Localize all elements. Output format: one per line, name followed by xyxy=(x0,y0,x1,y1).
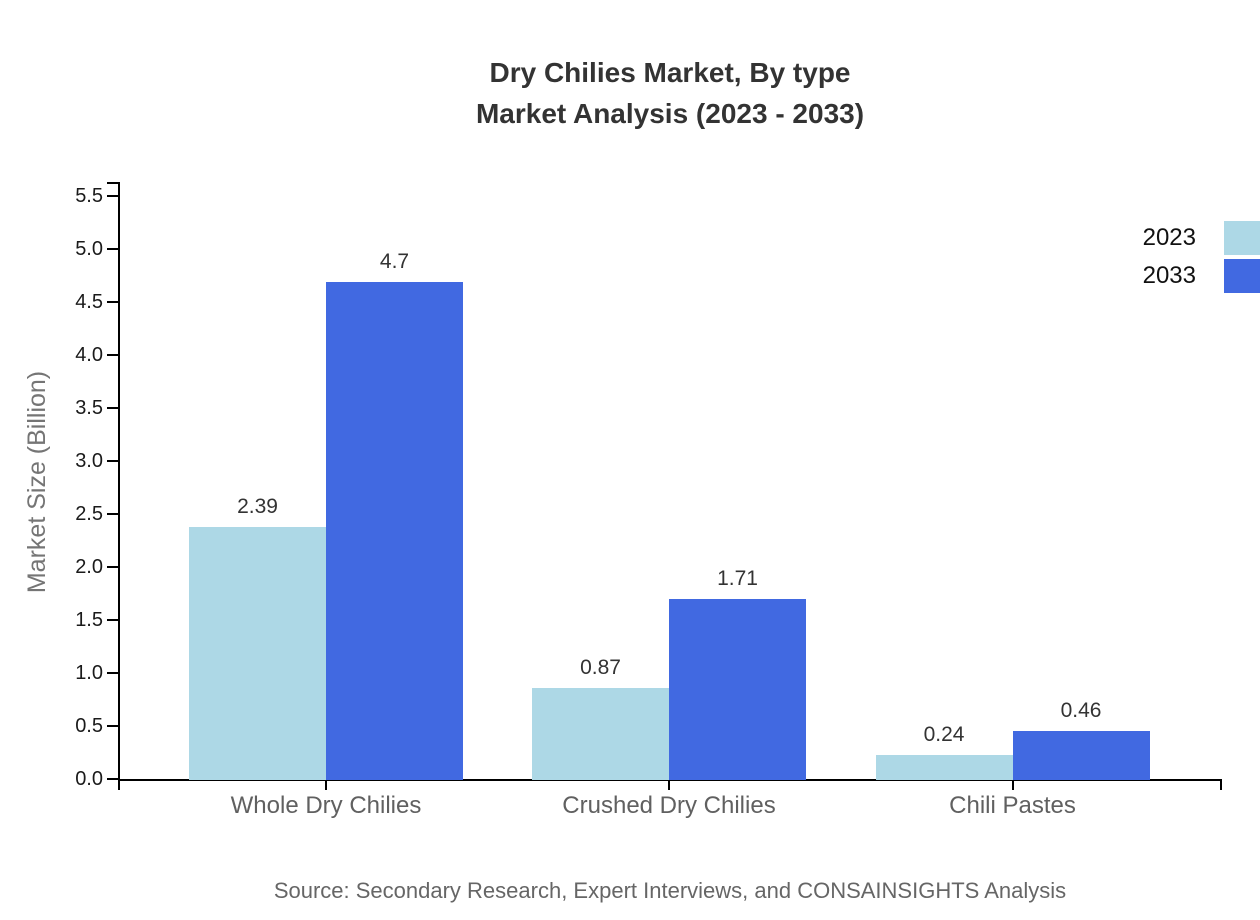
y-tick-mark xyxy=(107,513,118,515)
bar-2023-chili-pastes xyxy=(875,755,1013,780)
y-tick-label: 5.5 xyxy=(75,185,103,207)
x-axis-right-cap xyxy=(1220,779,1222,790)
y-tick-label: 5.0 xyxy=(75,238,103,260)
x-tick-mark xyxy=(668,779,670,790)
y-tick-label: 4.0 xyxy=(75,344,103,366)
y-axis-top-cap xyxy=(107,182,119,184)
y-tick-mark xyxy=(107,195,118,197)
y-axis-spine xyxy=(118,182,120,781)
bar-2023-whole-dry-chilies xyxy=(189,527,326,780)
legend-item-2033: 2033 xyxy=(1143,259,1260,293)
x-tick-mark xyxy=(1011,779,1014,790)
legend: 2023 2033 xyxy=(1143,221,1260,297)
y-tick-mark xyxy=(107,354,118,356)
x-tick-mark xyxy=(325,779,327,790)
y-tick-mark xyxy=(107,725,118,727)
chart-title-line2: Market Analysis (2023 - 2033) xyxy=(475,98,865,129)
y-tick-label: 2.0 xyxy=(75,556,103,578)
y-tick-mark xyxy=(107,248,118,250)
bar-2033-crushed-dry-chilies xyxy=(669,599,806,780)
legend-label: 2023 xyxy=(1142,224,1196,251)
bar-2033-chili-pastes xyxy=(1012,731,1150,780)
y-tick-label: 1.0 xyxy=(75,662,103,684)
legend-swatch xyxy=(1224,221,1260,255)
source-text: Source: Secondary Research, Expert Inter… xyxy=(273,878,1067,903)
value-label: 0.24 xyxy=(923,723,965,746)
value-label: 1.71 xyxy=(717,567,758,590)
category-label: Crushed Dry Chilies xyxy=(562,792,776,819)
bar-2033-whole-dry-chilies xyxy=(326,282,463,780)
chart-title: Dry Chilies Market, By type Market Analy… xyxy=(230,52,1110,134)
legend-label: 2033 xyxy=(1142,262,1196,289)
y-tick-label: 3.5 xyxy=(75,397,103,419)
y-tick-mark xyxy=(107,301,118,303)
y-tick-mark xyxy=(107,619,118,621)
y-tick-label: 2.5 xyxy=(75,503,103,525)
y-tick-mark xyxy=(107,566,118,568)
y-tick-mark xyxy=(107,460,118,462)
value-label: 0.46 xyxy=(1060,699,1102,722)
y-tick-label: 1.5 xyxy=(75,609,103,631)
value-label: 0.87 xyxy=(580,656,621,679)
x-axis-left-cap xyxy=(118,779,120,790)
y-tick-mark xyxy=(107,407,118,409)
y-tick-mark xyxy=(107,778,118,780)
legend-item-2023: 2023 xyxy=(1143,221,1260,255)
legend-swatch xyxy=(1224,259,1260,293)
chart-title-line1: Dry Chilies Market, By type xyxy=(489,57,851,88)
value-label: 2.39 xyxy=(237,495,278,518)
y-tick-mark xyxy=(107,672,118,674)
value-label: 4.7 xyxy=(379,250,410,273)
y-tick-label: 3.0 xyxy=(75,450,103,472)
y-tick-label: 0.0 xyxy=(75,768,103,790)
bar-2023-crushed-dry-chilies xyxy=(532,688,669,780)
x-axis-spine xyxy=(118,779,1222,781)
y-tick-label: 4.5 xyxy=(75,291,103,313)
category-label: Whole Dry Chilies xyxy=(230,792,422,819)
y-tick-label: 0.5 xyxy=(75,715,103,737)
category-label: Chili Pastes xyxy=(949,792,1076,819)
